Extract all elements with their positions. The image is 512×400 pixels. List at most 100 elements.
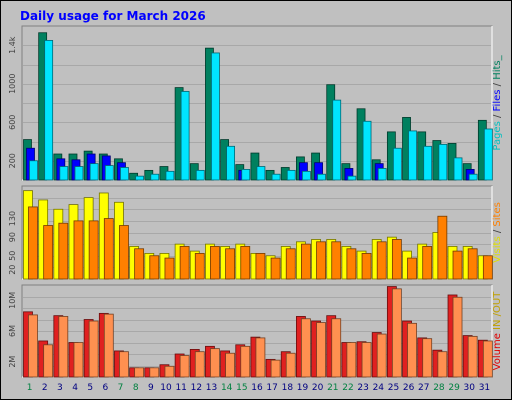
bar-pages-20 — [317, 173, 326, 181]
bar-out-16 — [255, 337, 266, 378]
bar-out-27 — [422, 338, 433, 378]
right-axis-label: Volume IN /OUT — [492, 291, 503, 371]
bar-sites-15 — [240, 246, 251, 280]
bar-sites-16 — [255, 253, 266, 280]
x-tick-label: 31 — [479, 383, 490, 393]
x-tick-label: 27 — [418, 383, 429, 393]
y-tick-label: 130 — [8, 211, 17, 226]
bar-pages-6 — [104, 165, 114, 181]
bar-sites-4 — [73, 220, 84, 280]
series-visits — [23, 190, 488, 280]
bar-sites-27 — [422, 246, 433, 280]
bar-pages-29 — [453, 157, 463, 181]
bar-pages-21 — [332, 99, 342, 181]
right-axis-label: Pages / Files / Hits_ — [492, 54, 503, 150]
y-tick-label: 90 — [8, 232, 17, 242]
chart-title: Daily usage for March 2026 — [20, 9, 206, 23]
bar-out-13 — [210, 348, 220, 378]
series-out — [28, 288, 493, 378]
bar-out-5 — [88, 320, 99, 378]
bar-sites-22 — [346, 248, 357, 280]
bar-out-26 — [407, 322, 417, 378]
right-axis-label-part: Sites — [492, 202, 503, 226]
bar-sites-7 — [119, 225, 129, 280]
bar-out-20 — [316, 322, 326, 378]
bar-out-12 — [194, 351, 205, 378]
right-axis-label-part: Volume — [492, 333, 503, 370]
y-tick-label: 10M — [8, 292, 17, 309]
bar-pages-1 — [29, 160, 38, 181]
bar-out-22 — [346, 342, 357, 378]
x-tick-label: 18 — [282, 383, 294, 393]
right-axis-label-part: IN /OUT — [492, 291, 503, 333]
x-axis-labels: 1 2 3 4 5 6 7 8 9 10 11 12 13 14 15 16 17 18 19 20 21 22 23 24 2… — [27, 383, 490, 393]
bar-pages-26 — [408, 130, 417, 181]
x-tick-label: 17 — [266, 383, 277, 393]
bar-sites-29 — [452, 250, 463, 280]
right-axis-label-part: Visits — [492, 236, 503, 263]
bar-out-14 — [225, 352, 235, 378]
x-tick-label: 13 — [206, 383, 217, 393]
bar-sites-20 — [316, 241, 326, 280]
bar-sites-28 — [437, 215, 448, 280]
bar-out-3 — [58, 316, 69, 378]
bar-sites-25 — [391, 239, 402, 280]
bar-pages-7 — [120, 167, 129, 181]
bar-out-2 — [43, 344, 54, 378]
bar-out-28 — [437, 351, 448, 378]
bar-pages-2 — [44, 40, 54, 181]
panel-hits: 200 600 1000 1.4k Pages / Files / Hits_ — [8, 25, 503, 181]
x-tick-label: 4 — [72, 383, 78, 393]
bar-pages-19 — [302, 170, 311, 181]
bar-sites-10 — [164, 257, 175, 280]
y-tick-label: 2M — [8, 356, 17, 368]
bar-out-9 — [149, 367, 160, 378]
bar-sites-2 — [43, 225, 54, 280]
bar-out-31 — [482, 340, 493, 378]
y-tick-label: 1.4k — [8, 36, 17, 54]
bar-out-29 — [452, 296, 463, 378]
bar-sites-18 — [285, 248, 296, 280]
series-in — [23, 286, 488, 378]
x-tick-label: 9 — [148, 383, 154, 393]
x-tick-label: 28 — [433, 383, 445, 393]
bar-pages-22 — [347, 175, 357, 181]
y-tick-label: 600 — [8, 115, 17, 130]
y-tick-label: 200 — [8, 153, 17, 168]
x-tick-label: 23 — [357, 383, 368, 393]
y-tick-label: 20 — [8, 265, 17, 275]
panel-volume: 2M 6M 10M Volume IN /OUT — [8, 284, 503, 378]
bar-out-1 — [28, 314, 38, 378]
x-tick-label: 16 — [251, 383, 263, 393]
x-tick-label: 6 — [103, 383, 109, 393]
bar-pages-5 — [89, 163, 99, 181]
bar-pages-8 — [135, 175, 145, 181]
bar-pages-10 — [165, 170, 175, 181]
bar-pages-13 — [211, 52, 220, 181]
bar-out-25 — [391, 288, 402, 378]
x-tick-label: 29 — [448, 383, 460, 393]
bar-pages-30 — [468, 173, 478, 181]
bar-sites-9 — [149, 255, 160, 280]
x-tick-label: 22 — [342, 383, 353, 393]
bar-pages-12 — [195, 169, 205, 181]
bar-out-17 — [270, 359, 281, 378]
right-axis-label-part: / — [492, 80, 503, 90]
bar-out-19 — [301, 318, 311, 378]
bar-out-23 — [361, 342, 372, 378]
bar-out-30 — [467, 335, 478, 378]
x-tick-label: 30 — [464, 383, 476, 393]
chart-panels: 200 600 1000 1.4k Pages / Files / Hits_ 20 50 9… — [8, 25, 503, 378]
bar-sites-12 — [194, 253, 205, 280]
right-axis-label-part: / — [492, 227, 503, 237]
x-tick-label: 3 — [57, 383, 63, 393]
bar-sites-26 — [407, 257, 417, 280]
bar-pages-27 — [423, 145, 433, 181]
right-axis-label: Visits / Sites — [492, 202, 503, 263]
bar-pages-28 — [438, 143, 448, 181]
x-tick-label: 2 — [42, 383, 48, 393]
bar-out-11 — [179, 355, 190, 378]
right-axis-label-part: Pages — [492, 121, 503, 150]
right-axis-label-part: Files — [492, 90, 503, 112]
bar-sites-13 — [210, 246, 220, 280]
